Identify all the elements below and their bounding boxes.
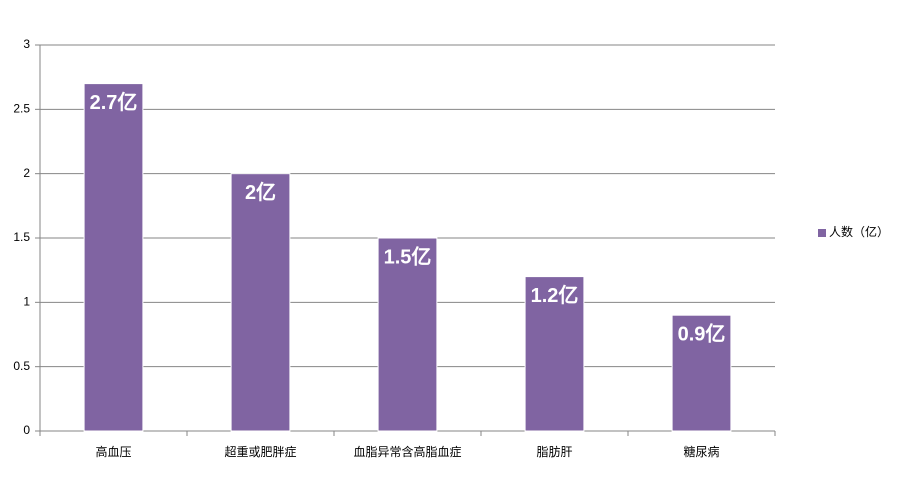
data-label: 0.9亿 [678,321,726,345]
data-label: 2.7亿 [90,90,138,114]
x-tick-label: 超重或肥胖症 [224,444,296,459]
bar [230,173,291,432]
x-tick-label: 高血压 [95,444,131,459]
x-tick-label: 糖尿病 [683,444,719,459]
bar [524,276,585,432]
y-tick-label: 3 [23,37,30,51]
y-tick-label: 2.5 [13,102,30,116]
bar [671,314,732,432]
legend-label: 人数（亿） [829,224,889,239]
data-label: 2亿 [245,180,276,204]
y-tick-label: 1.5 [13,230,30,244]
bar [377,237,438,432]
y-tick-label: 0.5 [13,359,30,373]
data-label: 1.2亿 [531,283,579,307]
x-tick-label: 血脂异常含高脂血症 [353,444,461,459]
bar [83,83,144,432]
data-label: 1.5亿 [384,244,432,268]
y-tick-label: 0 [23,423,30,437]
y-tick-label: 1 [23,295,30,309]
legend-swatch [818,229,826,237]
x-tick-label: 脂肪肝 [536,444,572,459]
y-tick-label: 2 [23,166,30,180]
